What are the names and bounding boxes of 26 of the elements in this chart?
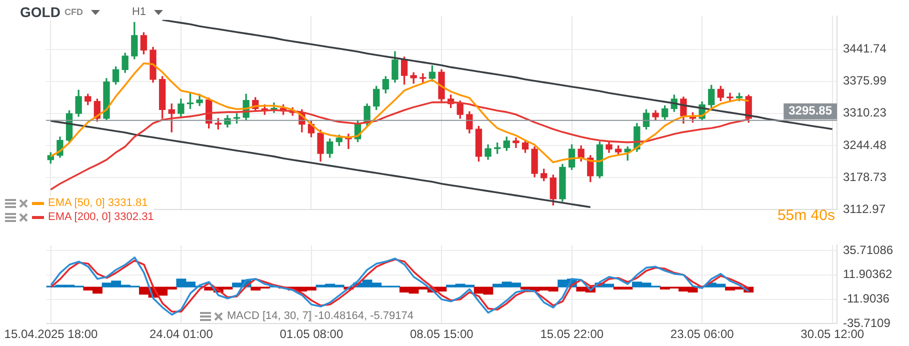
x-tick-label: 23.05 06:00 xyxy=(670,327,734,342)
x-tick-label: 15.04.2025 18:00 xyxy=(4,327,98,342)
chart-subtitle: CFD xyxy=(64,7,83,17)
y-tick-label: 3112.97 xyxy=(843,202,886,216)
y-tick-label: 3244.48 xyxy=(843,138,887,152)
y-tick-label: 3178.73 xyxy=(843,170,887,184)
y-tick-label: 3375.99 xyxy=(843,74,887,88)
x-tick-label: 08.05 15:00 xyxy=(410,327,474,342)
y-tick-label: -11.9036 xyxy=(843,292,890,306)
x-tick-label: 01.05 08:00 xyxy=(280,327,344,342)
x-tick-label: 30.05 12:00 xyxy=(800,327,864,342)
x-tick-label: 15.05 22:00 xyxy=(540,327,604,342)
x-tick-label: 24.04 01:00 xyxy=(150,327,214,342)
legend-label: EMA [50, 0] 3331.81 xyxy=(48,197,148,209)
legend-label: EMA [200, 0] 3302.31 xyxy=(48,211,154,223)
ref-line-label: 3295.85 xyxy=(788,104,832,118)
chart-title: GOLD xyxy=(20,4,60,20)
y-tick-label: 3441.74 xyxy=(843,42,887,56)
y-tick-label: 3310.23 xyxy=(843,106,887,120)
candlestick xyxy=(512,138,520,148)
y-tick-label: 35.71086 xyxy=(843,242,894,257)
y-tick-label: -35.7109 xyxy=(843,316,891,330)
annotation: 55m 40s xyxy=(777,207,835,224)
annotation: H1 xyxy=(132,6,146,18)
y-tick-label: 11.90362 xyxy=(843,267,892,282)
text: MACD [14, 30, 7] -10.48164, -5.79174 xyxy=(227,310,414,322)
